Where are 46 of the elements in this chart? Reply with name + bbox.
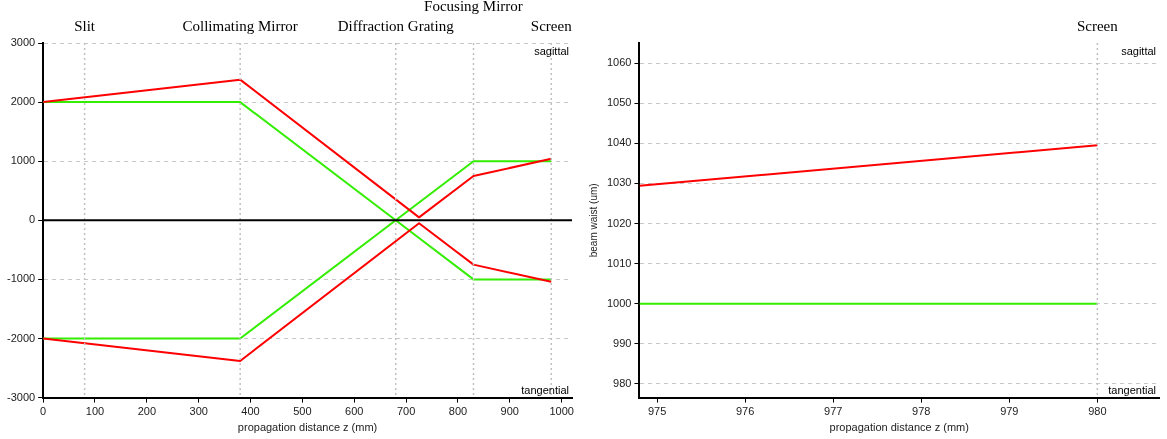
x-tick-label: 979 <box>1000 405 1019 418</box>
ref-line-label: Slit <box>74 18 96 35</box>
x-tick-label: 700 <box>396 405 416 418</box>
y-tick-label: 1030 <box>606 176 632 189</box>
annotation: tangential <box>521 384 569 397</box>
x-axis-title: propagation distance z (mm) <box>237 421 378 434</box>
y-tick-label: -2000 <box>6 331 36 344</box>
ref-line-label: Screen <box>530 18 573 35</box>
x-tick-label: 1000 <box>549 405 574 418</box>
x-tick-label: 900 <box>500 405 519 418</box>
ref-line-label: Collimating Mirror <box>182 18 298 35</box>
x-tick-label: 400 <box>241 405 260 418</box>
y-tick-label: 1020 <box>606 216 632 229</box>
x-tick-label: 200 <box>137 405 157 418</box>
y-tick-label: 1000 <box>10 154 36 167</box>
y-tick-label: -3000 <box>6 390 36 403</box>
y-tick-label: 1010 <box>606 256 632 269</box>
x-tick-label: 980 <box>1088 405 1107 418</box>
y-tick-label: 980 <box>613 376 632 389</box>
x-tick-label: 500 <box>293 405 312 418</box>
y-axis-title: beam waist (um) <box>587 183 599 258</box>
x-tick-label: 0 <box>40 405 47 418</box>
y-tick-label: 1060 <box>606 56 632 69</box>
y-tick-label: 1040 <box>606 136 632 149</box>
y-tick-label: 0 <box>29 213 36 226</box>
y-tick-label: 1000 <box>606 296 632 309</box>
x-tick-label: 975 <box>647 405 667 418</box>
annotation: sagittal <box>534 44 569 57</box>
ref-line-label: Diffraction Grating <box>337 18 455 35</box>
y-tick-label: 1050 <box>606 96 632 109</box>
x-tick-label: 100 <box>85 405 105 418</box>
ref-line-label: Screen <box>1076 18 1119 35</box>
x-tick-label: 300 <box>189 405 208 418</box>
y-tick-label: 990 <box>613 336 632 349</box>
annotation: tangential <box>1108 384 1156 397</box>
x-tick-label: 600 <box>345 405 364 418</box>
x-tick-label: 976 <box>735 405 755 418</box>
x-tick-label: 978 <box>912 405 931 418</box>
annotation: sagittal <box>1121 44 1156 57</box>
y-tick-label: 3000 <box>10 36 36 49</box>
y-tick-label: -1000 <box>6 272 36 285</box>
x-tick-label: 977 <box>824 405 843 418</box>
x-axis-title: propagation distance z (mm) <box>829 421 969 434</box>
ref-line-label: Focusing Mirror <box>424 0 523 15</box>
x-tick-label: 800 <box>448 405 468 418</box>
y-tick-label: 2000 <box>10 95 36 108</box>
